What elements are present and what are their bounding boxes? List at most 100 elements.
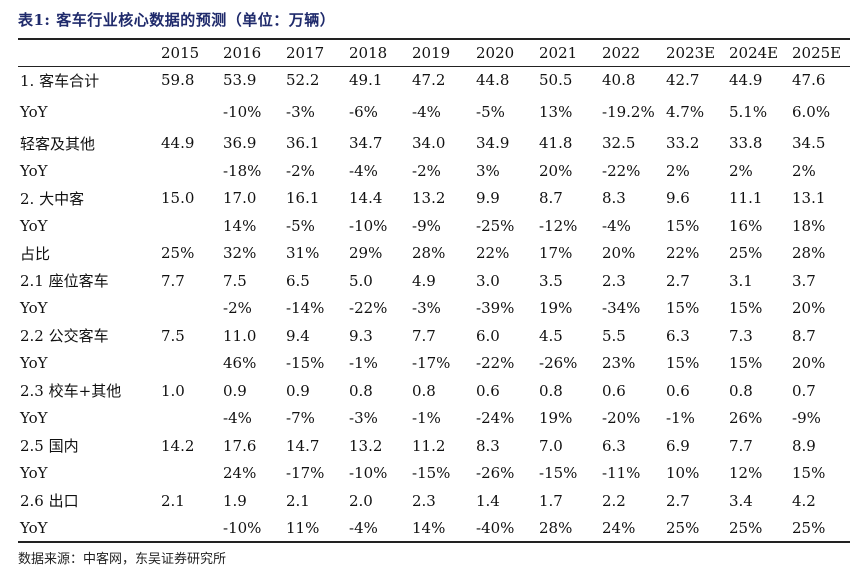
header-row: 2015 2016 2017 2018 2019 2020 2021 2022 2023E 202… xyxy=(18,38,850,67)
table-cell: -9% xyxy=(792,409,821,428)
header-cell-year: 2016 xyxy=(221,38,284,67)
table-cell: -7% xyxy=(286,409,315,428)
table-cell: -2% xyxy=(223,299,252,318)
table-cell: -11% xyxy=(602,464,641,483)
row-label: 2. 大中客 xyxy=(20,189,85,208)
table-cell: 19% xyxy=(539,409,573,428)
table-cell: 25% xyxy=(161,244,195,263)
table-cell: 4.5 xyxy=(539,326,563,345)
table-cell: 12% xyxy=(729,464,763,483)
header-cell-year: 2018 xyxy=(347,38,410,67)
table-cell: -14% xyxy=(286,299,325,318)
table-cell: -26% xyxy=(539,354,578,373)
table-cell: 17% xyxy=(539,244,573,263)
table-cell: 2.0 xyxy=(349,491,373,510)
table-cell: -3% xyxy=(412,299,441,318)
table-cell: 20% xyxy=(539,161,573,180)
table-cell: 8.7 xyxy=(539,189,563,208)
table-cell: -39% xyxy=(476,299,515,318)
table-cell: 2.3 xyxy=(602,271,626,290)
table-cell: 28% xyxy=(412,244,446,263)
table-cell: 0.9 xyxy=(223,381,247,400)
table-cell: 1.7 xyxy=(539,491,563,510)
table-cell: 2% xyxy=(666,161,690,180)
table-cell: 15.0 xyxy=(161,189,195,208)
table-cell: 3.0 xyxy=(476,271,500,290)
table-row: YoY -10% 11% -4% 14% -40% 28% 24% 25% 25% 25% xyxy=(18,514,850,543)
table-cell: 44.9 xyxy=(729,71,763,89)
table-cell: -12% xyxy=(539,216,578,235)
table-cell: 4.7% xyxy=(666,102,705,121)
table-cell: 44.9 xyxy=(161,134,195,153)
table-cell: 5.0 xyxy=(349,271,373,290)
table-cell: -22% xyxy=(349,299,388,318)
table-cell xyxy=(159,514,221,543)
table-cell: 8.9 xyxy=(792,436,816,455)
table-cell: 32% xyxy=(223,244,257,263)
table-row: 2.1 座位客车 7.7 7.5 6.5 5.0 4.9 3.0 3.5 2.3 2.7 3.1 3.… xyxy=(18,267,850,295)
table-cell: 0.9 xyxy=(286,381,310,400)
table-cell: -20% xyxy=(602,409,641,428)
table-row: 2.5 国内 14.2 17.6 14.7 13.2 11.2 8.3 7.0 6.3 6.9 7.… xyxy=(18,432,850,460)
table-cell: -10% xyxy=(349,464,388,483)
table-cell: 0.8 xyxy=(412,381,436,400)
table-cell: -1% xyxy=(412,409,441,428)
table-cell: 17.6 xyxy=(223,436,257,455)
table-cell: 25% xyxy=(664,514,727,543)
table-cell: 1.4 xyxy=(476,491,500,510)
table-cell: 4.2 xyxy=(792,491,816,510)
table-cell: 40.8 xyxy=(602,71,636,89)
table-cell: -17% xyxy=(412,354,451,373)
table-row: YoY 24% -17% -10% -15% -26% -15% -11% 10% 12% 15% xyxy=(18,460,850,488)
table-row: YoY -2% -14% -22% -3% -39% 19% -34% 15% 15% 20% xyxy=(18,295,850,323)
row-label: YoY xyxy=(20,299,48,318)
table-cell: 0.6 xyxy=(666,381,690,400)
table-cell xyxy=(159,295,221,323)
table-cell: 7.7 xyxy=(161,271,185,290)
table-cell: 31% xyxy=(286,244,320,263)
table-cell xyxy=(159,157,221,185)
table-cell: 52.2 xyxy=(286,71,320,89)
row-label: YoY xyxy=(20,464,48,483)
table-cell: 2.2 xyxy=(602,491,626,510)
row-label: YoY xyxy=(18,514,159,543)
table-cell: -1% xyxy=(666,409,695,428)
table-cell: 7.0 xyxy=(539,436,563,455)
table-cell: 34.5 xyxy=(792,134,826,153)
header-cell-year: 2021 xyxy=(537,38,600,67)
table-cell: -4% xyxy=(349,161,378,180)
table-row: 2. 大中客 15.0 17.0 16.1 14.4 13.2 9.9 8.7 8.3 9.6 11… xyxy=(18,185,850,213)
table-cell: 59.8 xyxy=(161,71,195,89)
row-label: 2.6 出口 xyxy=(20,492,79,511)
table-cell: 13.2 xyxy=(349,436,383,455)
table-row: 2.3 校车+其他 1.0 0.9 0.9 0.8 0.8 0.6 0.8 0.6 0.6 0.8 0… xyxy=(18,377,850,405)
table-cell: 24% xyxy=(600,514,664,543)
table-cell: -4% xyxy=(412,102,441,121)
table-row: YoY 14% -5% -10% -9% -25% -12% -4% 15% 16% 18% xyxy=(18,212,850,240)
table-cell: 7.5 xyxy=(161,326,185,345)
table-cell: -19.2% xyxy=(602,102,655,121)
header-cell-year: 2024E xyxy=(727,38,790,67)
table-cell: -18% xyxy=(223,161,262,180)
table-cell: -15% xyxy=(412,464,451,483)
table-cell: 47.6 xyxy=(792,71,826,89)
table-cell: 9.9 xyxy=(476,189,500,208)
table-cell: 14% xyxy=(410,514,474,543)
table-cell: 49.1 xyxy=(349,71,383,89)
row-label: 占比 xyxy=(20,244,51,263)
row-label: 2.3 校车+其他 xyxy=(20,382,122,401)
table-row: YoY -10% -3% -6% -4% -5% 13% -19.2% 4.7% 5.1% 6.0% xyxy=(18,94,850,130)
table-cell: -3% xyxy=(349,409,378,428)
table-cell: -3% xyxy=(286,102,315,121)
table-cell: 2% xyxy=(792,161,816,180)
table-cell: 6.3 xyxy=(666,326,690,345)
row-label: YoY xyxy=(20,409,48,428)
table-cell: 15% xyxy=(666,354,700,373)
table-cell: 36.9 xyxy=(223,134,257,153)
table-cell: 3% xyxy=(476,161,500,180)
table-cell: 2.1 xyxy=(161,491,185,510)
row-label: 1. 客车合计 xyxy=(20,71,100,90)
table-cell: 8.7 xyxy=(792,326,816,345)
table-cell: 3.5 xyxy=(539,271,563,290)
table-row: YoY -18% -2% -4% -2% 3% 20% -22% 2% 2% 2% xyxy=(18,157,850,185)
